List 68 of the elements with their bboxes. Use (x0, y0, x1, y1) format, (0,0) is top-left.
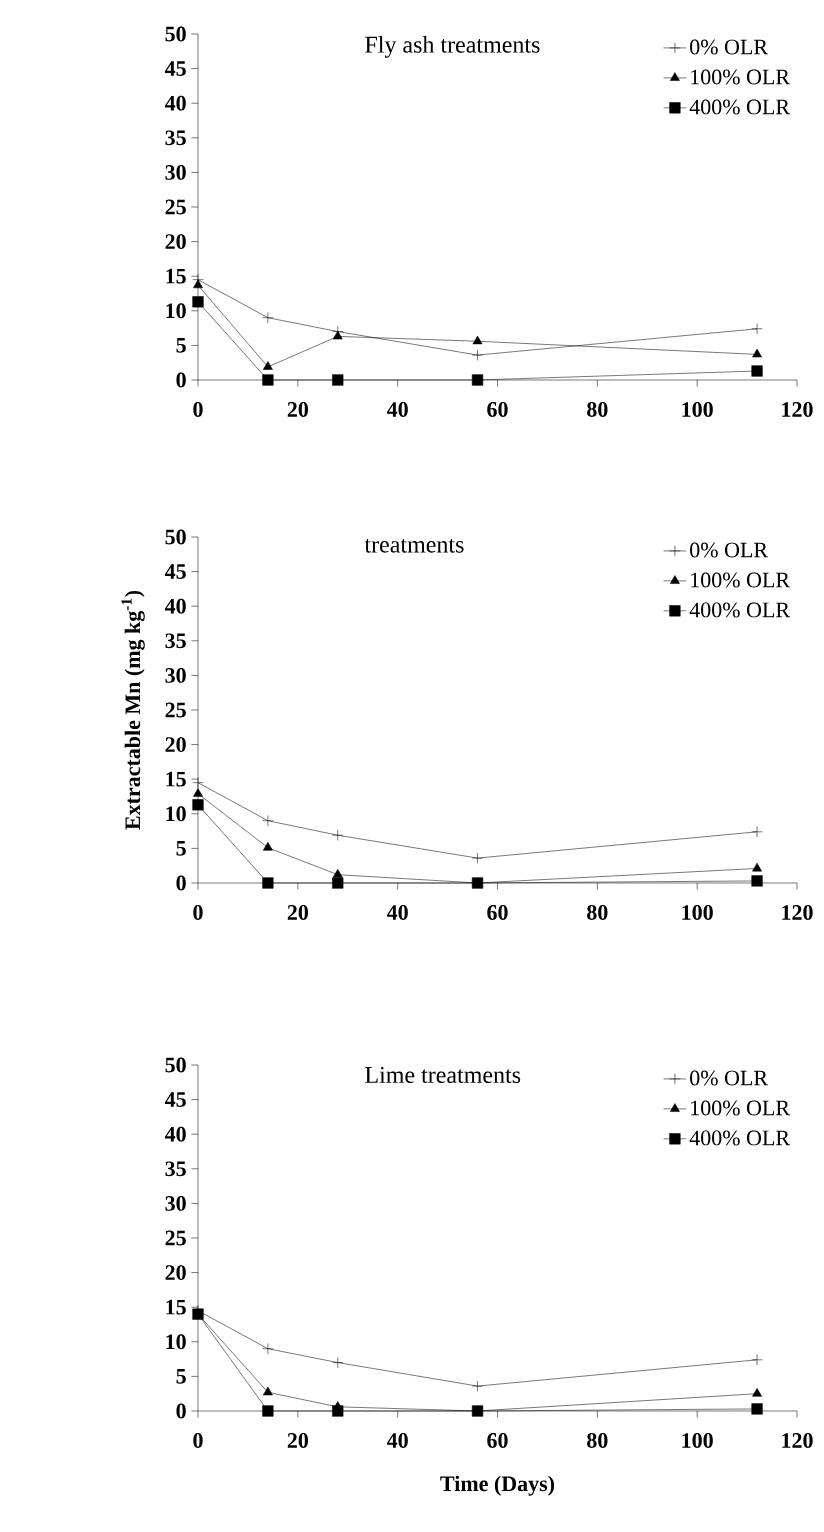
x-tick-label: 40 (386, 402, 408, 417)
x-tick-label: 80 (587, 1433, 608, 1448)
x-tick-label: 80 (587, 402, 608, 417)
legend-label: 100% OLR (691, 69, 790, 85)
x-tick-label: 0 (193, 402, 203, 417)
y-tick-label: 15 (166, 771, 186, 787)
y-tick-label: 5 (176, 841, 186, 856)
x-tick-label: 20 (287, 402, 308, 417)
legend-label: 0% OLR (690, 1070, 768, 1086)
x-tick-label: 60 (487, 402, 508, 417)
y-tick-label: 45 (164, 1092, 186, 1107)
x-tick-label: 60 (487, 905, 508, 920)
chart-title: treatments (364, 538, 464, 553)
y-tick-label: 25 (165, 199, 186, 215)
y-tick-label: 45 (164, 564, 186, 579)
y-tick-label: 45 (164, 61, 186, 76)
legend-label: 400% OLR (689, 99, 790, 115)
y-tick-label: 35 (165, 633, 186, 649)
chart-title: Lime treatments (365, 1066, 521, 1084)
y-tick-label: 0 (176, 372, 186, 388)
legend-label: 100% OLR (691, 1100, 790, 1116)
y-tick-label: 20 (165, 737, 186, 753)
x-tick-label: 100 (682, 905, 713, 920)
x-tick-label: 80 (587, 905, 608, 920)
y-axis-title: Extractable Mn (mg kg$^{-1}$) (121, 590, 145, 830)
y-tick-label: 5 (176, 338, 186, 353)
y-tick-label: 10 (166, 806, 186, 822)
y-tick-label: 0 (176, 875, 186, 891)
legend-label: 0% OLR (690, 542, 769, 558)
x-tick-label: 40 (386, 905, 408, 920)
y-tick-label: 35 (165, 1161, 186, 1177)
y-tick-label: 50 (165, 1057, 186, 1073)
y-tick-label: 40 (164, 95, 186, 111)
legend-label: 100% OLR (691, 572, 791, 588)
legend-label: 400% OLR (689, 1130, 790, 1146)
y-tick-label: 10 (166, 1334, 186, 1350)
x-tick-label: 0 (193, 905, 203, 920)
x-tick-label: 40 (386, 1433, 408, 1448)
y-tick-label: 50 (165, 26, 186, 42)
y-tick-label: 20 (165, 1265, 186, 1281)
y-tick-label: 20 (165, 234, 186, 250)
y-tick-label: 35 (165, 130, 186, 146)
y-tick-label: 30 (165, 1195, 186, 1211)
y-tick-label: 5 (176, 1369, 186, 1384)
y-tick-label: 50 (165, 529, 186, 545)
y-tick-label: 40 (164, 1126, 186, 1142)
y-tick-label: 15 (166, 268, 186, 284)
x-tick-label: 20 (287, 1433, 308, 1448)
legend-label: 400% OLR (689, 602, 791, 618)
x-tick-label: 100 (682, 1433, 713, 1448)
x-tick-label: 20 (287, 905, 308, 920)
x-tick-label: 0 (193, 1433, 203, 1448)
x-tick-label: 120 (782, 1433, 813, 1448)
y-tick-label: 40 (164, 598, 186, 614)
y-tick-label: 30 (165, 164, 186, 180)
legend-label: 0% OLR (690, 39, 768, 55)
y-tick-label: 25 (165, 702, 186, 718)
y-tick-label: 25 (165, 1230, 186, 1246)
x-tick-label: 100 (682, 402, 713, 417)
x-tick-label: 120 (782, 905, 813, 920)
chart-title: Fly ash treatments (365, 35, 540, 58)
x-tick-label: 120 (782, 402, 813, 417)
y-tick-label: 15 (166, 1299, 186, 1315)
y-tick-label: 30 (165, 667, 186, 683)
y-tick-label: 0 (176, 1403, 186, 1419)
y-tick-label: 10 (166, 303, 186, 319)
x-axis-title: Time (Days) (440, 1475, 555, 1496)
x-tick-label: 60 (487, 1433, 508, 1448)
